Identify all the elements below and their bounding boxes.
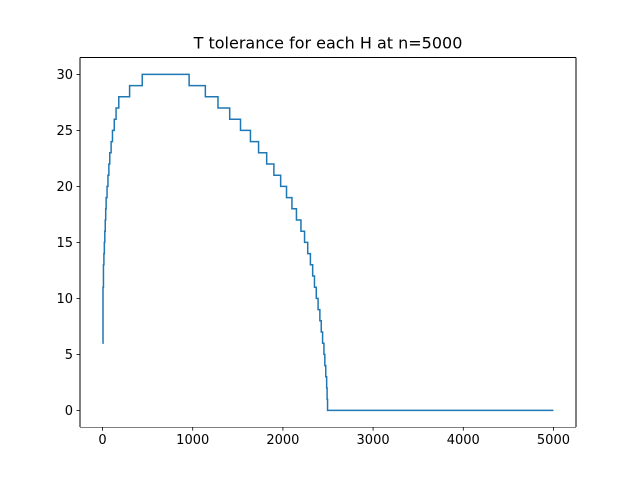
y-tick-label-0: 0 bbox=[65, 404, 73, 419]
plot-area bbox=[80, 57, 576, 428]
x-tick-label-3000: 3000 bbox=[357, 433, 390, 448]
x-tick-label-1000: 1000 bbox=[176, 433, 209, 448]
x-tick-label-5000: 5000 bbox=[537, 433, 570, 448]
x-tick-label-2000: 2000 bbox=[266, 433, 299, 448]
series-line-0 bbox=[102, 73, 554, 412]
chart-title: T tolerance for each H at n=5000 bbox=[193, 34, 463, 53]
y-tick-label-30: 30 bbox=[56, 68, 73, 83]
y-tick-label-5: 5 bbox=[65, 348, 73, 363]
y-tick-label-20: 20 bbox=[56, 180, 73, 195]
x-tick-label-0: 0 bbox=[98, 433, 106, 448]
y-tick-label-10: 10 bbox=[56, 292, 73, 307]
x-tick-label-4000: 4000 bbox=[447, 433, 480, 448]
y-tick-label-25: 25 bbox=[56, 124, 73, 139]
axes: 0 1000 2000 3000 4000 5000 0 5 10 15 20 25 30 bbox=[56, 57, 577, 448]
y-tick-label-15: 15 bbox=[56, 236, 73, 251]
chart-marks bbox=[102, 73, 554, 412]
